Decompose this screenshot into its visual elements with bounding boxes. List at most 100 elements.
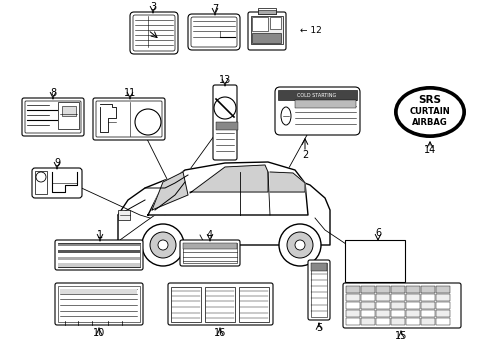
Ellipse shape — [393, 86, 465, 138]
Bar — [390, 286, 404, 293]
Bar — [405, 310, 419, 317]
Bar — [420, 310, 434, 317]
Text: SRS: SRS — [418, 95, 441, 105]
Text: 9: 9 — [54, 158, 60, 168]
Bar — [375, 318, 389, 325]
Bar — [435, 286, 449, 293]
Bar — [360, 294, 374, 301]
FancyBboxPatch shape — [191, 17, 237, 47]
FancyBboxPatch shape — [247, 12, 285, 50]
Bar — [346, 286, 359, 293]
Bar — [435, 302, 449, 309]
Bar — [171, 287, 201, 322]
FancyBboxPatch shape — [25, 101, 81, 133]
Text: 1: 1 — [97, 230, 103, 240]
Bar — [405, 286, 419, 293]
Bar — [58, 257, 140, 260]
Bar — [420, 302, 434, 309]
Ellipse shape — [281, 107, 290, 125]
Bar — [58, 264, 140, 267]
Bar — [420, 318, 434, 325]
FancyBboxPatch shape — [168, 283, 272, 325]
FancyBboxPatch shape — [133, 15, 175, 51]
Text: 7: 7 — [211, 4, 218, 14]
FancyBboxPatch shape — [274, 87, 359, 135]
Bar — [310, 263, 326, 317]
Bar — [375, 302, 389, 309]
Bar — [360, 286, 374, 293]
Bar — [420, 294, 434, 301]
Text: 16: 16 — [213, 328, 225, 338]
Text: AIRBAG: AIRBAG — [411, 117, 447, 126]
Bar — [390, 318, 404, 325]
Bar — [435, 310, 449, 317]
Bar — [310, 263, 326, 271]
Bar — [62, 106, 76, 116]
Circle shape — [158, 240, 168, 250]
FancyBboxPatch shape — [130, 12, 178, 54]
Bar — [183, 243, 237, 249]
Polygon shape — [152, 172, 187, 210]
Bar — [346, 310, 359, 317]
Bar — [239, 287, 268, 322]
Bar — [435, 318, 449, 325]
Circle shape — [294, 240, 305, 250]
FancyBboxPatch shape — [342, 283, 460, 328]
Text: 13: 13 — [219, 75, 231, 85]
Text: 6: 6 — [374, 228, 380, 238]
Polygon shape — [190, 165, 267, 193]
Circle shape — [279, 224, 320, 266]
Bar — [375, 286, 389, 293]
Bar — [375, 310, 389, 317]
Bar — [35, 171, 47, 194]
Text: 2: 2 — [301, 150, 307, 160]
Circle shape — [150, 232, 176, 258]
Bar — [346, 318, 359, 325]
Text: ← 12: ← 12 — [299, 26, 321, 35]
Text: 8: 8 — [50, 88, 56, 98]
Text: CURTAIN: CURTAIN — [409, 107, 449, 116]
Text: COLD STARTING: COLD STARTING — [297, 93, 336, 98]
Bar — [58, 246, 140, 250]
FancyBboxPatch shape — [55, 240, 142, 270]
FancyBboxPatch shape — [213, 85, 237, 160]
Bar — [58, 253, 140, 257]
Bar — [435, 294, 449, 301]
Bar — [405, 318, 419, 325]
Bar — [278, 90, 356, 100]
Text: 10: 10 — [93, 328, 105, 338]
Polygon shape — [148, 162, 307, 215]
FancyBboxPatch shape — [180, 240, 240, 266]
Text: 15: 15 — [394, 331, 407, 341]
Bar — [390, 294, 404, 301]
Bar — [390, 310, 404, 317]
Bar — [346, 294, 359, 301]
Bar — [216, 122, 238, 130]
Bar — [360, 318, 374, 325]
Bar — [250, 16, 283, 44]
Bar — [346, 302, 359, 309]
Bar — [251, 33, 281, 43]
FancyBboxPatch shape — [22, 98, 84, 136]
Bar — [183, 243, 237, 263]
Bar — [204, 287, 235, 322]
FancyBboxPatch shape — [307, 260, 329, 320]
Text: 11: 11 — [123, 88, 136, 98]
Bar — [269, 17, 281, 29]
Bar — [58, 250, 140, 253]
FancyBboxPatch shape — [93, 98, 164, 140]
Bar — [58, 260, 140, 264]
Bar — [390, 302, 404, 309]
Bar — [258, 10, 275, 14]
Bar — [405, 302, 419, 309]
Bar — [360, 310, 374, 317]
Bar — [405, 294, 419, 301]
Text: 14: 14 — [423, 145, 435, 155]
Circle shape — [214, 97, 236, 119]
Bar — [258, 8, 275, 14]
Bar — [118, 210, 130, 220]
Bar — [251, 17, 267, 31]
Bar — [345, 240, 404, 282]
Text: 3: 3 — [150, 2, 156, 12]
Bar — [58, 102, 79, 129]
